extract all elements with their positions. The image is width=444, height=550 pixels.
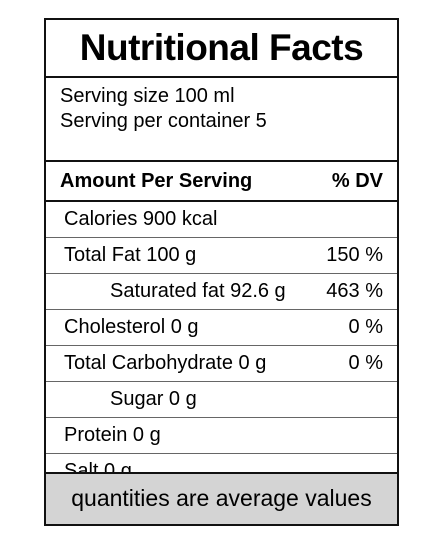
dv-header: % DV [331, 170, 383, 192]
servings-per-container: Serving per container 5 [60, 110, 267, 132]
nutrition-label: Nutritional Facts Serving size 100 ml Se… [44, 18, 399, 526]
label-footer-note: quantities are average values [46, 472, 397, 524]
nutrient-dv: 0 % [348, 316, 383, 338]
nutrient-name: Total Carbohydrate 0 g [64, 352, 267, 374]
nutrient-row-total-fat: Total Fat 100 g 150 % [46, 238, 397, 274]
nutrient-name: Saturated fat 92.6 g [110, 280, 286, 302]
nutrient-dv: 0 % [348, 352, 383, 374]
nutrient-name: Total Fat 100 g [64, 244, 197, 266]
nutrient-name: Calories 900 kcal [64, 208, 218, 230]
nutrient-row-sugar: Sugar 0 g [46, 382, 397, 418]
nutrient-dv: 463 % [326, 280, 383, 302]
serving-info: Serving size 100 ml Serving per containe… [46, 78, 397, 162]
nutrient-dv: 150 % [326, 244, 383, 266]
serving-size: Serving size 100 ml [60, 85, 235, 107]
nutrient-row-calories: Calories 900 kcal [46, 202, 397, 238]
nutrient-row-protein: Protein 0 g [46, 418, 397, 454]
nutrient-name: Sugar 0 g [110, 388, 197, 410]
nutrient-row-cholesterol: Cholesterol 0 g 0 % [46, 310, 397, 346]
label-title: Nutritional Facts [46, 20, 397, 78]
nutrient-name: Cholesterol 0 g [64, 316, 199, 338]
amount-per-serving-header: Amount Per Serving % DV [46, 162, 397, 202]
nutrient-row-saturated-fat: Saturated fat 92.6 g 463 % [46, 274, 397, 310]
nutrient-rows: Calories 900 kcal Total Fat 100 g 150 % … [46, 202, 397, 490]
nutrient-row-total-carbohydrate: Total Carbohydrate 0 g 0 % [46, 346, 397, 382]
nutrient-name: Protein 0 g [64, 424, 161, 446]
amount-per-serving-label: Amount Per Serving [60, 170, 253, 192]
